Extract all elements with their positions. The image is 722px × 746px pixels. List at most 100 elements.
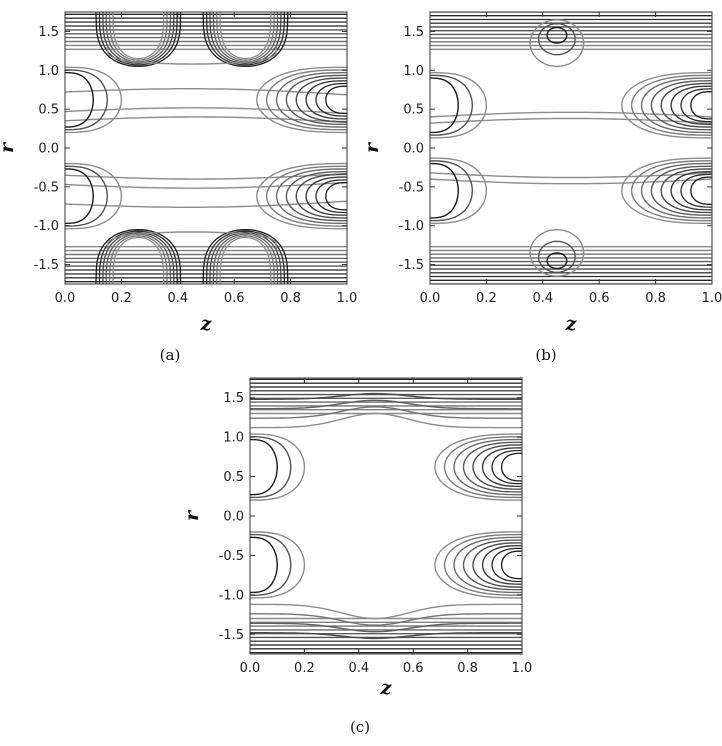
contour-line (640, 77, 712, 134)
y-tick-label: 1.0 (38, 64, 59, 79)
contour-line (434, 531, 522, 599)
contour-line (112, 236, 165, 284)
contour-line (65, 69, 108, 131)
contour-line (250, 433, 306, 501)
contour-line (680, 173, 712, 208)
contour-line (102, 12, 175, 64)
y-axis-label: r (361, 141, 383, 153)
y-tick-label: -1.5 (399, 258, 424, 273)
plot-frame (249, 377, 523, 655)
contour-line (537, 23, 576, 56)
contour-line (500, 452, 522, 482)
contour-line (670, 171, 712, 211)
contour-line (212, 233, 279, 284)
contour-line (202, 228, 289, 284)
contour-line (430, 157, 488, 225)
contour-line (434, 433, 522, 501)
contour-line (491, 547, 522, 583)
panel-label: (c) (350, 718, 370, 736)
contour-line (65, 168, 94, 225)
x-axis-label: z (565, 313, 578, 335)
contour-line (205, 12, 286, 66)
x-tick-label: 0.8 (457, 661, 478, 676)
contour-line (430, 74, 473, 136)
contour-line (112, 12, 165, 60)
contour-line (95, 12, 182, 68)
plot-frame (429, 11, 713, 285)
contour-line (500, 550, 522, 580)
panel-label: (a) (160, 346, 181, 364)
y-tick-label: -0.5 (34, 180, 59, 195)
contour-line (250, 531, 306, 599)
contour-line (216, 235, 275, 284)
contour-line (325, 181, 347, 211)
y-tick-label: -1.0 (219, 588, 244, 603)
contour-line (250, 399, 522, 410)
contour-line (690, 91, 712, 120)
contour-line (265, 69, 347, 131)
contour-line (250, 436, 292, 499)
x-tick-label: 0.2 (294, 661, 315, 676)
contour-line (250, 536, 278, 594)
x-axis-label: z (200, 313, 213, 335)
contour-line (453, 438, 522, 496)
y-tick-label: 0.5 (223, 470, 244, 485)
contour-line (621, 71, 712, 139)
contour-line (209, 232, 282, 284)
contour-line (65, 162, 123, 230)
contour-line (462, 539, 522, 591)
y-tick-label: 0.0 (38, 142, 59, 157)
contour-line (430, 162, 459, 219)
x-tick-label: 0.6 (589, 291, 610, 306)
contour-line (250, 438, 278, 496)
y-tick-label: -1.0 (399, 219, 424, 234)
contour-line (212, 12, 279, 63)
contour-line (430, 178, 712, 185)
x-tick-label: 0.4 (532, 291, 553, 306)
x-tick-label: 0.4 (348, 661, 369, 676)
contour-line (250, 603, 522, 620)
contour-line (295, 77, 347, 123)
panel-c: 0.0 0.2 0.4 0.6 0.8 1.0 1.5 1.0 0.5 0.0 -0.5 -1.0 -1… (181, 377, 533, 736)
x-tick-label: 0.4 (167, 291, 188, 306)
y-tick-label: -0.5 (399, 180, 424, 195)
contour-line (65, 107, 347, 115)
contour-line (65, 66, 123, 134)
contour-area (250, 378, 522, 654)
contour-line (98, 12, 178, 66)
contour-line (108, 12, 168, 61)
contour-line (529, 228, 585, 277)
contour-line (250, 622, 522, 633)
y-tick-label: -1.5 (219, 628, 244, 643)
x-tick-label: 0.2 (476, 291, 497, 306)
contour-line (430, 77, 459, 134)
contour-line (256, 66, 347, 134)
contour-line (65, 165, 108, 227)
contour-line (202, 12, 289, 68)
contour-line (630, 74, 712, 136)
contour-line (472, 444, 522, 490)
contour-line (216, 12, 275, 61)
y-tick-label: 0.0 (223, 510, 244, 525)
contour-line (65, 172, 347, 180)
contour-line (65, 88, 347, 96)
x-tick-label: 1.0 (512, 661, 533, 676)
contour-line (95, 228, 182, 284)
contour-line (430, 111, 712, 118)
contour-line (250, 632, 522, 640)
contour-line (65, 200, 347, 208)
y-tick-label: -1.0 (34, 219, 59, 234)
contour-line (650, 165, 712, 216)
contour-line (325, 85, 347, 115)
contour-line (650, 80, 712, 131)
contour-line (265, 165, 347, 227)
contour-line (670, 85, 712, 125)
contour-line (315, 82, 347, 117)
contour-line (680, 88, 712, 123)
x-tick-label: 0.0 (55, 291, 76, 306)
contour-line (472, 542, 522, 588)
contour-line (209, 12, 282, 64)
y-tick-label: 0.5 (403, 103, 424, 118)
y-tick-label: 1.5 (403, 25, 424, 40)
y-axis-label: r (0, 141, 18, 153)
